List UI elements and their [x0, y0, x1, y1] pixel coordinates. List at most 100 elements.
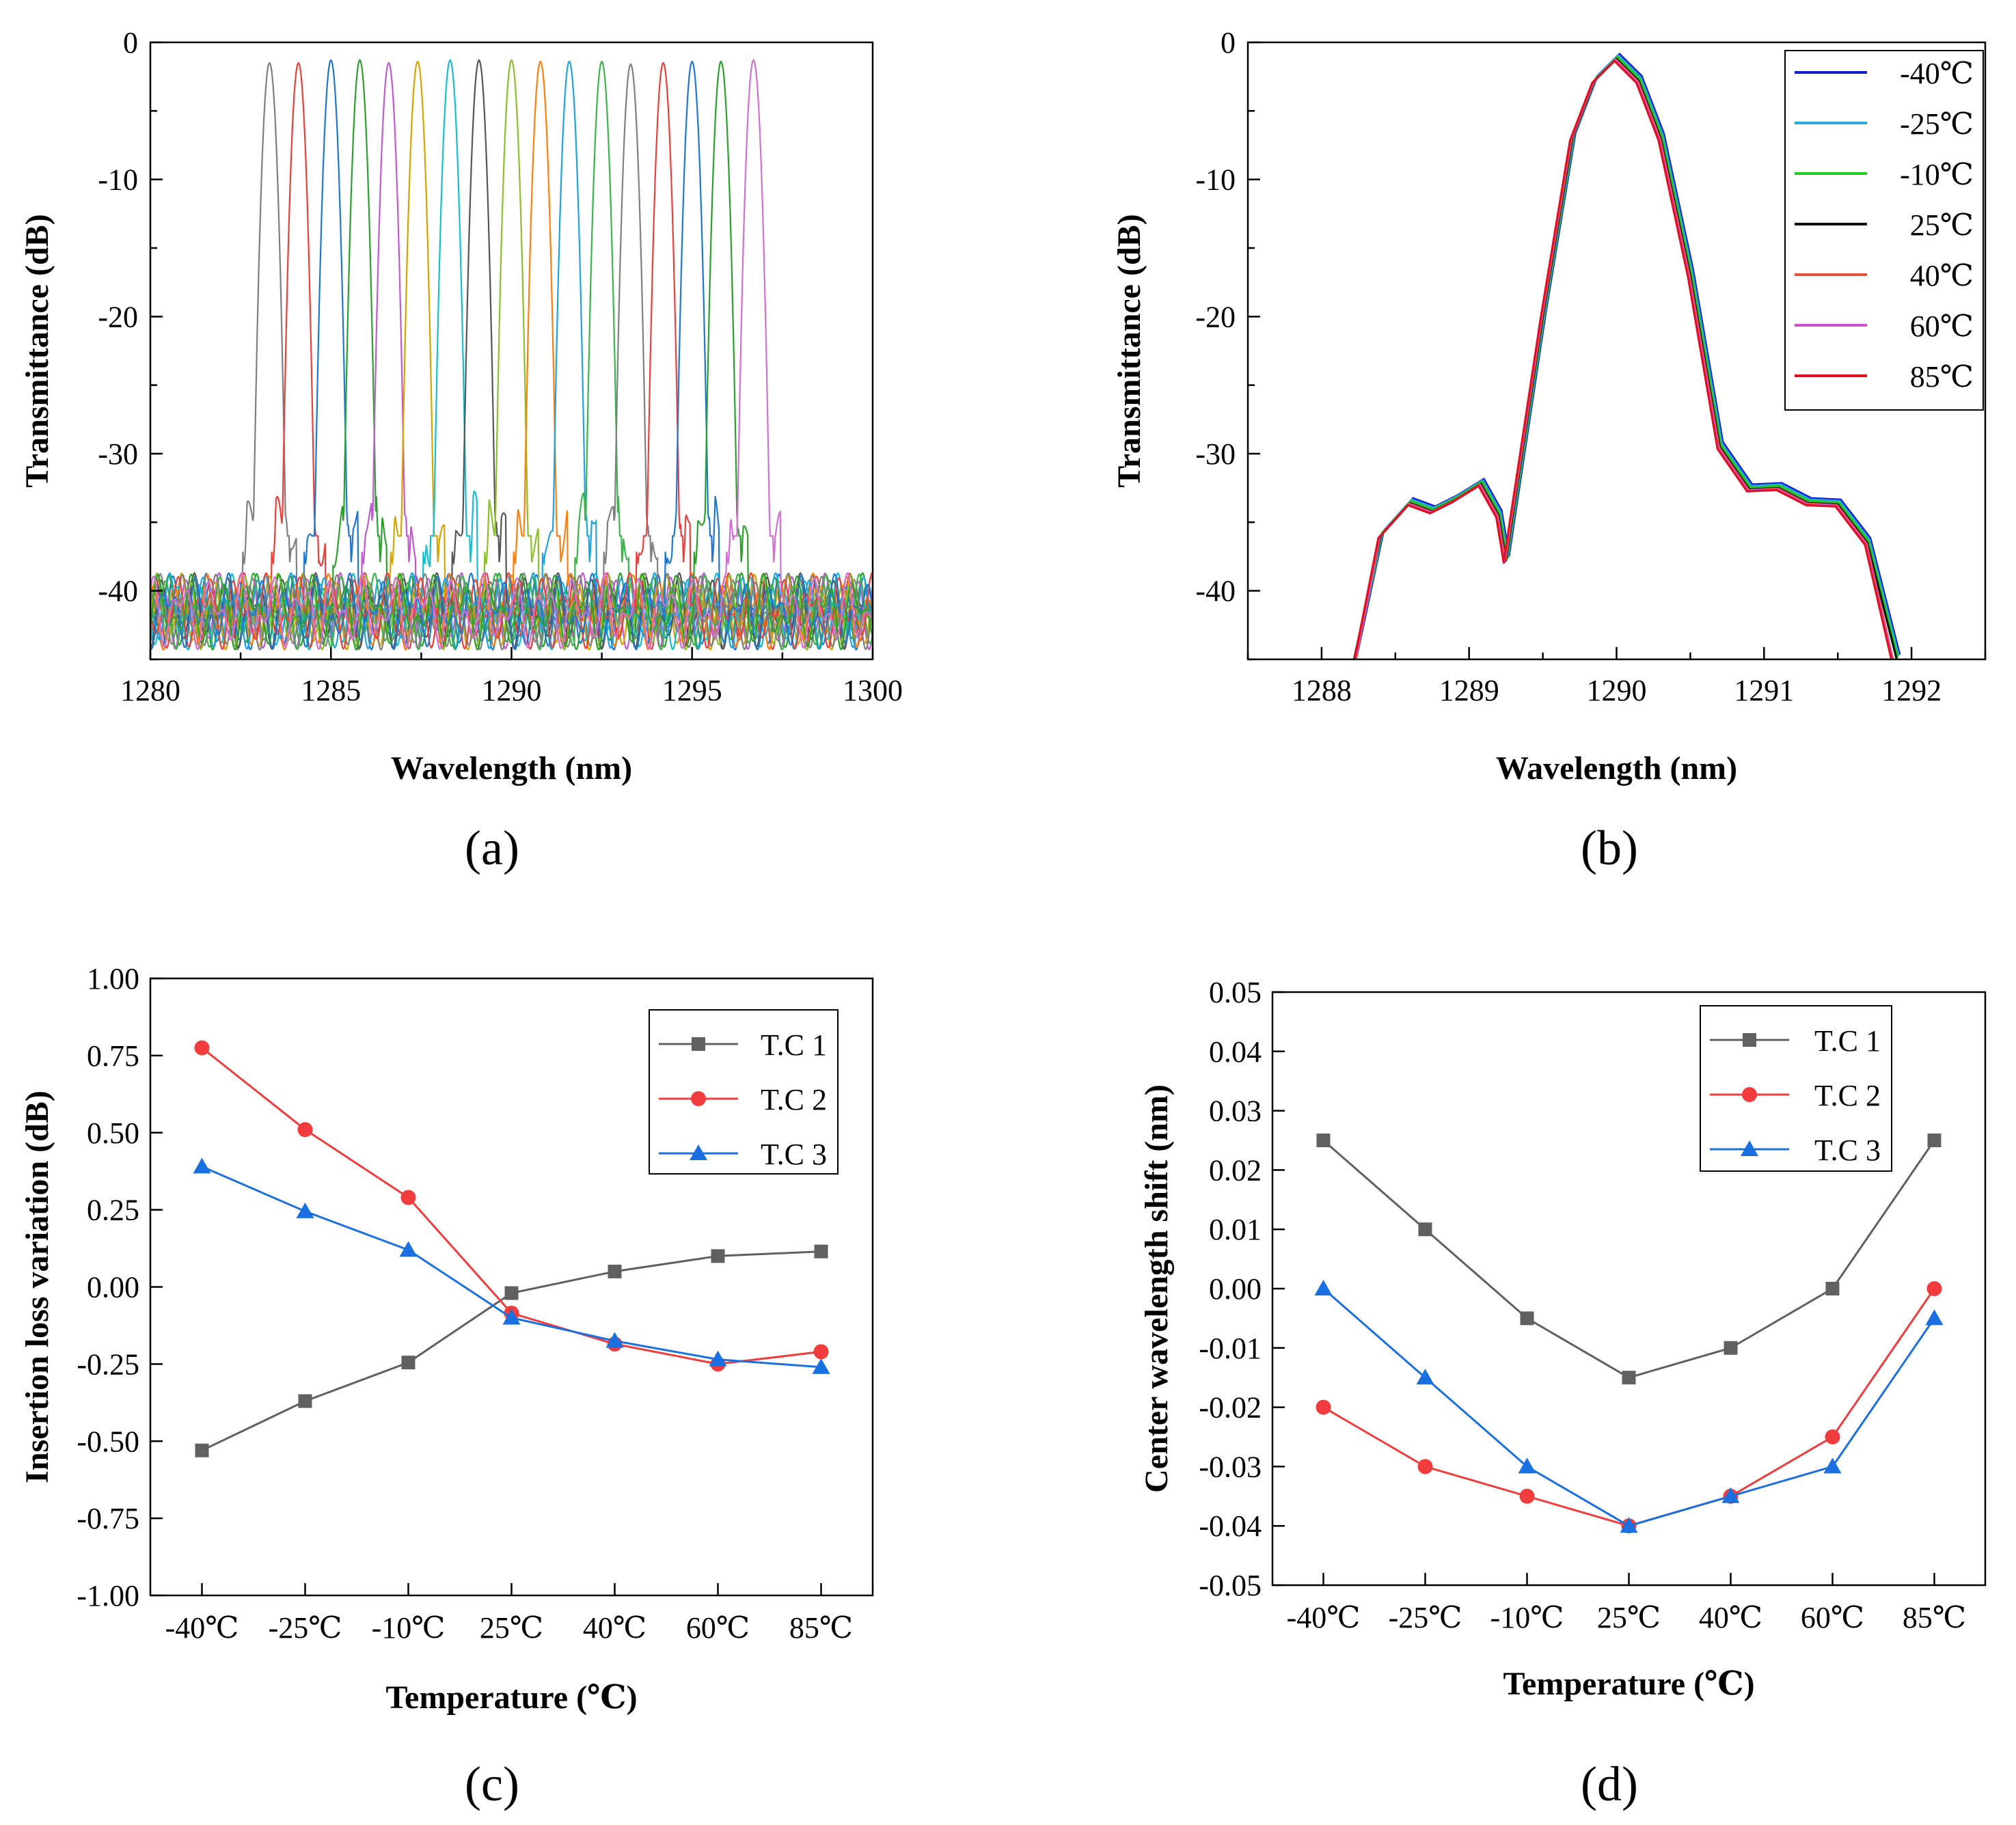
y-tick-label-b--10: -10 — [1195, 163, 1236, 197]
point-d-T.C 2-60℃ — [1825, 1429, 1840, 1444]
y-tick-label-b-0: 0 — [1221, 26, 1236, 59]
series-line-a-ch17 — [150, 59, 873, 650]
x-axis-title-a: Wavelength (nm) — [391, 750, 632, 786]
legend-label-c-T.C 2: T.C 2 — [761, 1083, 827, 1116]
y-tick-label-c--0.75: -0.75 — [77, 1502, 139, 1535]
panel-d: 0.05 0.04 0.03 0.02 0.01 0.00 -0.01 -0.02 -0.03 -… — [1139, 976, 1987, 1811]
point-c-T.C 1-60℃ — [711, 1249, 725, 1263]
x-tick-label-b-1289: 1289 — [1439, 674, 1499, 707]
legend-b: -40℃ -25℃ -10℃ 25℃ 40℃ 60℃ 85℃ — [1784, 50, 1984, 411]
point-d-T.C 3--25℃ — [1416, 1369, 1434, 1385]
y-tick-label-c--0.50: -0.50 — [77, 1425, 139, 1458]
legend-marker-c-T.C 2 — [691, 1091, 706, 1106]
point-c-T.C 3--10℃ — [399, 1241, 418, 1257]
y-tick-label-d--0.01: -0.01 — [1199, 1332, 1262, 1365]
series-line-a-ch12 — [150, 60, 873, 651]
point-d-T.C 1--10℃ — [1520, 1311, 1534, 1326]
y-tick-label-d--0.03: -0.03 — [1199, 1450, 1262, 1483]
point-c-T.C 2--40℃ — [194, 1040, 210, 1056]
y-tick-label-b--20: -20 — [1195, 300, 1236, 333]
panel-label-d: (d) — [1581, 1757, 1638, 1811]
x-tick-label-d-60℃: 60℃ — [1801, 1601, 1864, 1634]
point-c-T.C 1--10℃ — [401, 1356, 416, 1370]
y-tick-label-a--10: -10 — [98, 163, 138, 197]
x-tick-label-a-1290: 1290 — [482, 674, 542, 707]
y-axis-title-a: Transmittance (dB) — [19, 214, 55, 487]
y-tick-label-b--40: -40 — [1195, 575, 1236, 608]
series-line-a-ch16 — [150, 60, 873, 651]
y-tick-label-c-1.00: 1.00 — [87, 962, 139, 996]
legend-label-b--40℃: -40℃ — [1900, 57, 1974, 90]
y-tick-label-a--30: -30 — [98, 437, 138, 471]
point-d-T.C 3-40℃ — [1721, 1487, 1740, 1503]
point-c-T.C 3-60℃ — [709, 1350, 727, 1367]
legend-box-c — [649, 1009, 839, 1175]
x-tick-label-d-25℃: 25℃ — [1597, 1601, 1661, 1634]
y-tick-label-c-0.25: 0.25 — [87, 1194, 139, 1227]
y-tick-label-a--40: -40 — [98, 575, 138, 608]
y-tick-label-c--1.00: -1.00 — [77, 1579, 139, 1613]
y-tick-label-d-0.01: 0.01 — [1209, 1213, 1262, 1246]
y-tick-label-d--0.04: -0.04 — [1199, 1509, 1262, 1543]
legend-label-b-85℃: 85℃ — [1910, 360, 1974, 394]
point-c-T.C 1-40℃ — [608, 1264, 622, 1278]
y-tick-label-d--0.02: -0.02 — [1199, 1391, 1262, 1425]
point-d-T.C 1--40℃ — [1316, 1134, 1331, 1147]
y-tick-label-b--30: -30 — [1195, 437, 1236, 471]
series-line-b-85℃ — [1353, 59, 1893, 659]
legend-label-b-40℃: 40℃ — [1910, 259, 1974, 292]
legend-label-d-T.C 1: T.C 1 — [1814, 1024, 1881, 1058]
legend-label-b-25℃: 25℃ — [1910, 208, 1974, 242]
point-c-T.C 3--40℃ — [193, 1157, 211, 1174]
point-d-T.C 2-85℃ — [1926, 1281, 1942, 1296]
legend-d: T.C 1 T.C 2 T.C 3 — [1700, 1005, 1892, 1172]
series-line-a-ch15 — [150, 60, 873, 651]
panel-c: 1.00 0.75 0.50 0.25 0.00 -0.25 -0.50 -0.75 -1.00… — [19, 962, 874, 1811]
legend-label-c-T.C 3: T.C 3 — [761, 1138, 827, 1171]
x-tick-label-a-1295: 1295 — [662, 674, 722, 707]
x-tick-label-a-1300: 1300 — [843, 674, 903, 707]
point-c-T.C 2--25℃ — [297, 1122, 313, 1138]
panel-a: 0 -10 -20 -30 -40 1280 1285 1290 1295 1300 Wavelen… — [19, 26, 903, 875]
x-tick-label-d--25℃: -25℃ — [1389, 1601, 1462, 1634]
legend-label-b-60℃: 60℃ — [1910, 310, 1974, 343]
point-c-T.C 1--25℃ — [298, 1394, 312, 1408]
legend-label-d-T.C 2: T.C 2 — [1814, 1079, 1881, 1112]
legend-label-c-T.C 1: T.C 1 — [761, 1028, 827, 1062]
x-tick-label-c--40℃: -40℃ — [165, 1611, 239, 1645]
x-tick-label-d--10℃: -10℃ — [1490, 1601, 1564, 1634]
legend-marker-c-T.C 1 — [692, 1037, 705, 1051]
point-c-T.C 3--25℃ — [296, 1202, 314, 1218]
x-tick-label-c-60℃: 60℃ — [686, 1611, 750, 1645]
y-tick-label-c-0.75: 0.75 — [87, 1039, 139, 1073]
legend-marker-d-T.C 2 — [1742, 1087, 1757, 1102]
x-tick-label-c--25℃: -25℃ — [269, 1611, 342, 1645]
legend-box-d — [1700, 1005, 1892, 1172]
y-tick-label-d-0.05: 0.05 — [1209, 976, 1262, 1009]
point-c-T.C 2-85℃ — [813, 1344, 829, 1360]
y-tick-label-d-0.04: 0.04 — [1209, 1035, 1262, 1069]
point-c-T.C 3-25℃ — [502, 1308, 521, 1325]
point-c-T.C 3-85℃ — [812, 1358, 830, 1374]
legend-marker-d-T.C 3 — [1741, 1140, 1758, 1156]
x-tick-label-b-1291: 1291 — [1734, 674, 1794, 707]
y-tick-label-a-0: 0 — [123, 26, 138, 59]
legend-label-d-T.C 3: T.C 3 — [1814, 1134, 1881, 1167]
legend-label-b--25℃: -25℃ — [1900, 107, 1974, 141]
panel-label-b: (b) — [1581, 821, 1638, 875]
x-tick-label-c--10℃: -10℃ — [372, 1611, 446, 1645]
x-axis-title-c: Temperature (℃) — [385, 1679, 637, 1716]
point-d-T.C 3-85℃ — [1925, 1309, 1944, 1326]
point-d-T.C 1-40℃ — [1724, 1341, 1738, 1355]
point-d-T.C 3--40℃ — [1314, 1280, 1333, 1295]
legend-marker-d-T.C 1 — [1743, 1033, 1756, 1047]
point-c-T.C 1--40℃ — [195, 1443, 209, 1457]
y-tick-label-d-0.00: 0.00 — [1209, 1272, 1262, 1306]
point-c-T.C 2--10℃ — [400, 1190, 416, 1205]
x-axis-title-b: Wavelength (nm) — [1496, 750, 1737, 786]
y-tick-label-c-0.00: 0.00 — [87, 1271, 139, 1304]
y-tick-label-d--0.05: -0.05 — [1199, 1569, 1262, 1602]
y-tick-label-d-0.03: 0.03 — [1209, 1095, 1262, 1128]
